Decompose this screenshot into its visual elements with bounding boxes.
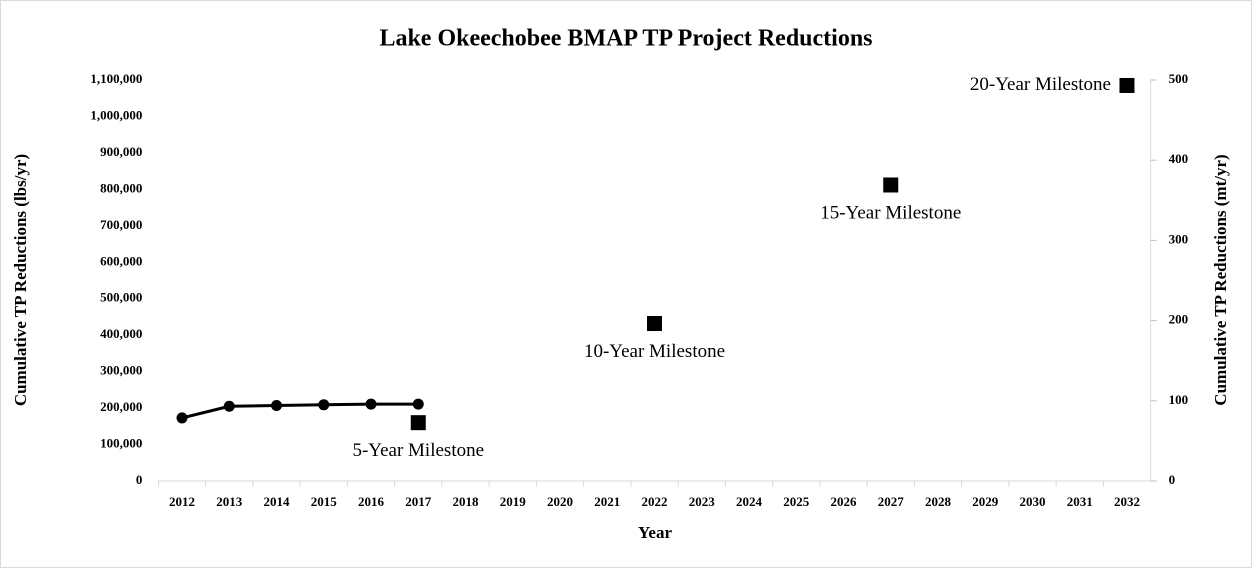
data-line [181,402,419,420]
annotation: 10-Year Milestone [584,341,725,362]
milestone-marker [883,177,899,193]
y2-tick-label: 500 [1169,71,1189,86]
x-tick-label: 2018 [453,494,480,509]
x-tick-label: 2014 [264,494,291,509]
y2-tick-label: 100 [1169,392,1189,407]
x-tick-label: 2031 [1067,494,1093,509]
y-tick-label: 0 [136,472,143,487]
x-tick-label: 2029 [972,494,999,509]
data-point [223,400,235,412]
x-tick-label: 2027 [878,494,905,509]
x-tick-label: 2024 [736,494,763,509]
x-tick-label: 2019 [500,494,527,509]
y-tick-label: 800,000 [100,180,142,195]
milestone-marker [410,415,426,431]
x-tick-label: 2012 [169,494,195,509]
x-tick-label: 2025 [783,494,810,509]
x-tick-label: 2023 [689,494,716,509]
y-tick-label: 500,000 [100,290,142,305]
y-tick-label: 1,100,000 [90,71,142,86]
annotation: 15-Year Milestone [820,202,961,223]
x-tick-label: 2015 [311,494,338,509]
x-tick-label: 2020 [547,494,573,509]
data-point [271,400,283,412]
x-tick-label: 2013 [216,494,243,509]
x-tick-label: 2026 [830,494,857,509]
x-tick-label: 2032 [1114,494,1140,509]
annotation: 5-Year Milestone [352,440,484,461]
y-tick-label: 900,000 [100,144,142,159]
y-tick-label: 300,000 [100,363,142,378]
milestone-marker [1119,77,1135,93]
y-tick-label: 400,000 [100,326,142,341]
x-tick-label: 2030 [1019,494,1045,509]
x-tick-label: 2016 [358,494,385,509]
y-tick-label: 700,000 [100,217,142,232]
data-point [176,412,188,424]
y2-tick-label: 300 [1169,231,1189,246]
data-point [365,398,377,410]
chart-title: Lake Okeechobee BMAP TP Project Reductio… [379,26,872,52]
y2-tick-label: 400 [1169,151,1189,166]
x-tick-label: 2017 [405,494,432,509]
annotation: 20-Year Milestone [970,74,1111,95]
data-point [412,398,424,410]
x-axis-title: Year [638,523,672,542]
milestone-marker [647,316,662,332]
y2-tick-label: 0 [1169,472,1176,487]
x-tick-label: 2028 [925,494,952,509]
y-tick-label: 1,000,000 [90,107,142,122]
y-axis-title: Cumulative TP Reductions (lbs/yr) [11,154,30,406]
y-tick-label: 100,000 [100,436,142,451]
y2-tick-label: 200 [1169,312,1189,327]
y-tick-label: 600,000 [100,253,142,268]
y2-axis-title: Cumulative TP Reductions (mt/yr) [1211,154,1230,405]
y-tick-label: 200,000 [100,399,142,414]
data-point [318,399,330,411]
x-tick-label: 2022 [642,494,668,509]
x-tick-label: 2021 [594,494,620,509]
